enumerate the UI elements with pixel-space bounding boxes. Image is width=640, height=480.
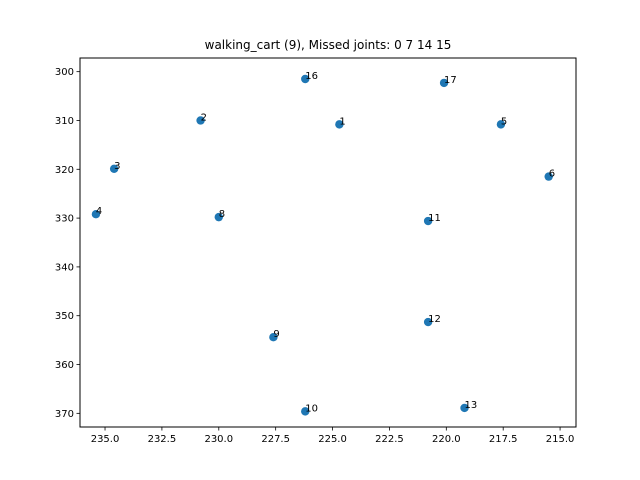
y-tick-label: 370 <box>55 409 74 420</box>
scatter-point <box>269 332 278 342</box>
scatter-point <box>439 78 449 88</box>
data-points <box>91 74 553 416</box>
point-label: 12 <box>428 314 441 325</box>
y-tick-label: 310 <box>55 116 74 127</box>
point-label: 17 <box>444 75 457 86</box>
scatter-point <box>544 172 553 181</box>
y-tick-label: 340 <box>55 262 74 273</box>
x-tick-label: 235.0 <box>91 434 120 445</box>
x-tick-label: 227.5 <box>261 434 290 445</box>
scatter-point <box>301 407 310 416</box>
chart-title: walking_cart (9), Missed joints: 0 7 14 … <box>205 38 452 52</box>
x-tick-label: 220.0 <box>432 434 461 445</box>
point-label: 13 <box>465 400 478 411</box>
scatter-point <box>214 212 223 222</box>
scatter-point <box>109 164 119 173</box>
x-tick-label: 222.5 <box>375 434 404 445</box>
scatter-point <box>91 209 101 219</box>
y-tick-label: 350 <box>55 311 74 322</box>
y-tick-label: 330 <box>55 214 74 225</box>
y-tick-label: 320 <box>55 165 74 176</box>
scatter-point <box>460 403 469 413</box>
point-label: 2 <box>201 112 207 123</box>
point-label: 16 <box>305 71 318 82</box>
point-label: 8 <box>219 209 225 220</box>
point-label: 10 <box>305 403 318 414</box>
point-label: 3 <box>114 161 120 172</box>
x-tick-label: 225.0 <box>318 434 347 445</box>
scatter-point <box>496 120 506 129</box>
scatter-point <box>196 116 205 125</box>
plot-frame <box>79 57 577 428</box>
y-tick-label: 360 <box>55 360 74 371</box>
x-tick-label: 230.0 <box>204 434 233 445</box>
point-label: 11 <box>428 213 441 224</box>
scatter-point <box>423 216 433 226</box>
scatter-point <box>335 120 344 129</box>
point-label: 6 <box>549 169 555 180</box>
point-label: 4 <box>96 206 102 217</box>
x-tick-label: 215.0 <box>546 434 575 445</box>
point-label: 9 <box>273 329 279 340</box>
axes: 235.0 232.5 230.0 227.5 225.0 222.5 220.0 217.5… <box>55 67 574 445</box>
point-label: 1 <box>339 116 345 127</box>
y-tick-label: 300 <box>55 67 74 78</box>
scatter-point <box>301 74 310 84</box>
point-label: 5 <box>501 116 507 127</box>
x-tick-label: 217.5 <box>489 434 518 445</box>
x-tick-label: 232.5 <box>148 434 177 445</box>
scatter-point <box>423 317 433 327</box>
